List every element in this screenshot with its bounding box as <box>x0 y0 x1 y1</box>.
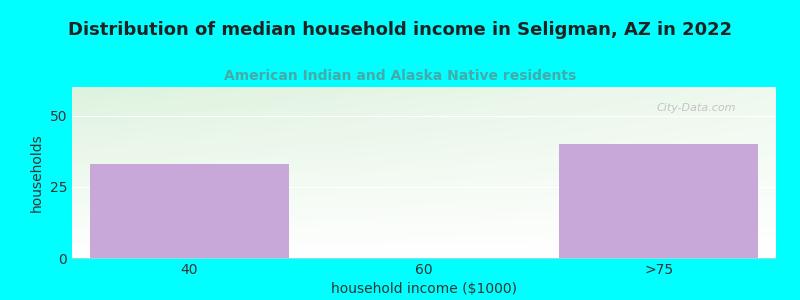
Bar <box>90 164 289 258</box>
Bar <box>559 144 758 258</box>
Text: Distribution of median household income in Seligman, AZ in 2022: Distribution of median household income … <box>68 21 732 39</box>
Text: American Indian and Alaska Native residents: American Indian and Alaska Native reside… <box>224 69 576 83</box>
X-axis label: household income ($1000): household income ($1000) <box>331 282 517 296</box>
Y-axis label: households: households <box>30 133 44 212</box>
Text: City-Data.com: City-Data.com <box>656 103 736 112</box>
